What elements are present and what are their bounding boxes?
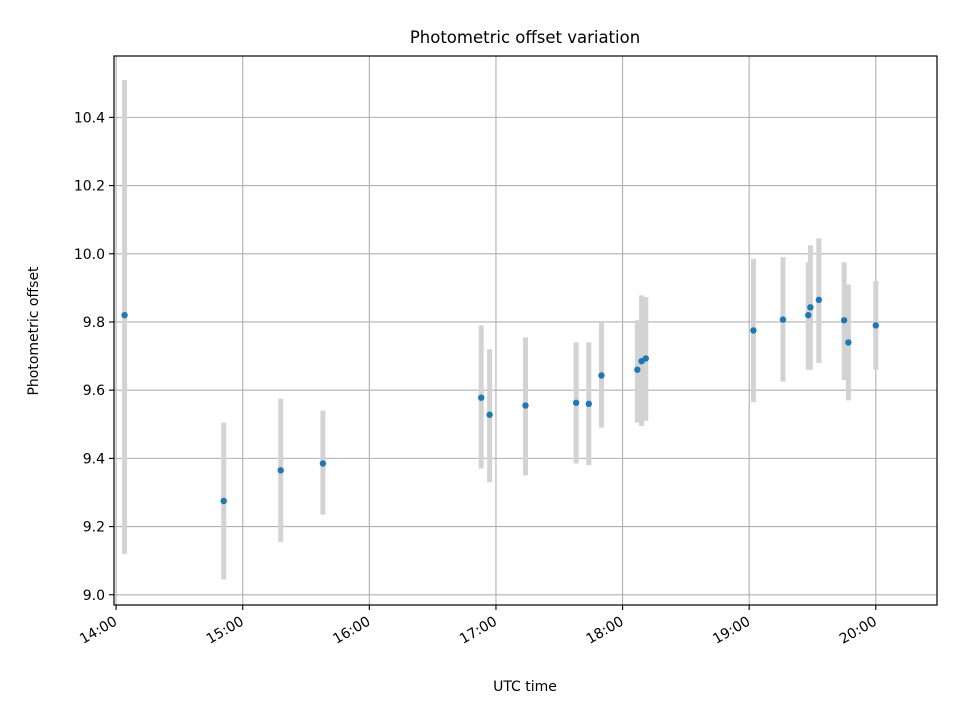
y-tick-label: 10.2 [74,179,105,195]
data-point [522,402,529,409]
y-tick-label: 9.0 [83,588,105,604]
y-tick-label: 10.4 [74,110,105,126]
data-point [815,296,823,304]
x-axis-label: UTC time [493,679,557,695]
y-tick-label: 9.2 [83,520,105,536]
data-point [807,304,814,311]
y-tick-label: 9.6 [83,383,105,399]
data-point [572,399,580,406]
data-point [220,497,227,505]
data-point [845,339,852,346]
y-tick-label: 9.8 [83,315,105,331]
data-point [277,467,284,474]
data-point [585,400,593,408]
data-point [642,355,649,362]
data-points [121,296,880,505]
data-point [486,411,493,418]
data-point [750,327,757,334]
data-point [634,366,641,373]
data-point [319,460,327,467]
data-point [121,311,128,319]
y-tick-label: 10.0 [74,247,105,263]
data-point [477,394,485,401]
y-axis-ticks: 9.0 9.2 9.4 9.6 9.8 10.0 10.2 10.4 [74,110,114,604]
data-point [805,311,812,319]
data-point [872,322,880,329]
chart-title: Photometric offset variation [410,28,640,47]
y-tick-label: 9.4 [83,451,105,467]
y-axis-label: Photometric offset [26,266,42,396]
data-point [840,317,848,324]
plot-frame [113,55,938,606]
data-point [779,316,787,323]
data-point [598,372,605,379]
